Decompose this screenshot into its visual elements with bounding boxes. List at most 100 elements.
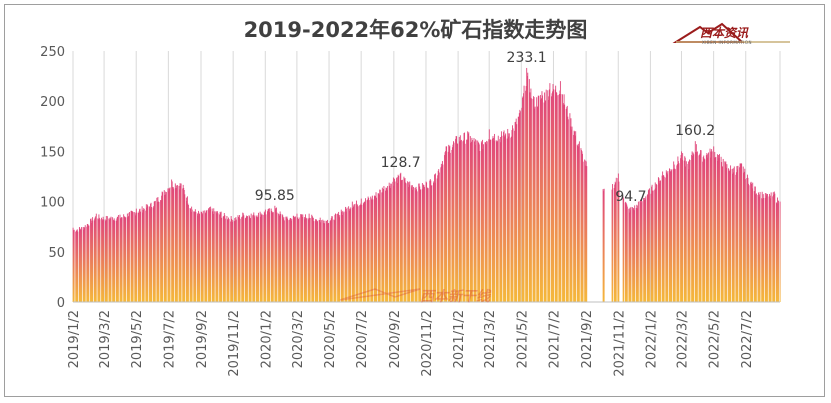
bar (430, 180, 432, 302)
bar (527, 72, 529, 302)
bar (700, 150, 702, 302)
bar (682, 153, 684, 302)
bar (327, 222, 329, 302)
bar (670, 171, 672, 302)
bar (772, 196, 774, 302)
bar (506, 138, 508, 302)
bar (603, 191, 605, 302)
x-tick-labels: 2019/1/2 2019/3/2 2019/5/2 2019/7/2 2019/9/2… (67, 310, 755, 377)
bar (720, 156, 722, 302)
bar (86, 224, 88, 302)
bar (145, 204, 147, 302)
bar (179, 189, 180, 302)
bar (762, 194, 764, 302)
bar (537, 106, 539, 303)
bar (219, 214, 221, 302)
bar (250, 217, 252, 302)
bar (312, 217, 314, 302)
bar (685, 161, 687, 302)
bar (486, 141, 488, 302)
bar (501, 135, 503, 302)
bar (718, 158, 720, 302)
bar (672, 169, 674, 302)
bar (628, 212, 630, 302)
bar (525, 90, 527, 302)
bar (98, 217, 100, 302)
bar (549, 83, 551, 303)
bar (161, 195, 163, 302)
bar (614, 181, 616, 302)
bar (153, 206, 155, 302)
bar (86, 226, 88, 302)
bar (232, 220, 234, 302)
bar (573, 130, 575, 302)
bar (693, 154, 695, 302)
bar (573, 134, 575, 302)
bar (721, 166, 723, 302)
bar (257, 217, 258, 302)
bar (132, 211, 134, 302)
bar (247, 216, 248, 302)
bar (761, 198, 763, 302)
bar (538, 95, 540, 303)
bar (224, 215, 226, 302)
bar (773, 194, 775, 302)
watermark: 西本新干线 (339, 288, 492, 305)
bar (637, 201, 639, 302)
bar (324, 220, 326, 302)
bar (146, 207, 148, 302)
bar (386, 188, 388, 302)
bar (356, 200, 357, 302)
bar (541, 91, 543, 302)
y-tick-label: 150 (40, 145, 65, 160)
bar (451, 149, 453, 302)
bar (569, 113, 571, 302)
bar (78, 227, 80, 302)
bar (475, 140, 477, 302)
bar (769, 198, 771, 302)
bar (670, 171, 671, 302)
bar (681, 151, 683, 302)
bar (646, 195, 648, 302)
bar (688, 169, 690, 302)
bar (220, 213, 222, 302)
bar (434, 174, 435, 302)
bar (270, 208, 272, 302)
bar (80, 229, 82, 302)
bar (151, 206, 153, 302)
bar (254, 215, 256, 302)
bar (770, 195, 772, 302)
bar (342, 210, 344, 302)
bar (152, 207, 154, 302)
bar (779, 201, 781, 302)
bar (373, 195, 375, 302)
bar (283, 220, 285, 302)
bar (452, 144, 454, 302)
bar (654, 189, 656, 302)
bar (106, 220, 108, 302)
bar (754, 186, 756, 302)
bar (683, 160, 685, 302)
bar (743, 171, 745, 302)
bar (400, 172, 402, 302)
bar (198, 212, 200, 302)
bar (227, 219, 228, 302)
bar (689, 160, 691, 302)
bar (503, 130, 505, 302)
bar (424, 187, 425, 302)
bar (246, 217, 248, 302)
bar (173, 188, 175, 302)
bar (222, 216, 224, 302)
bar (525, 86, 527, 302)
bar (684, 157, 686, 302)
bar (566, 107, 568, 302)
bar (129, 212, 130, 302)
bar (641, 198, 642, 302)
bar (208, 208, 209, 302)
bar (276, 212, 278, 302)
bar (464, 143, 466, 302)
bar (304, 214, 306, 302)
bar (323, 223, 325, 302)
bar (532, 98, 534, 302)
bar (680, 154, 682, 302)
